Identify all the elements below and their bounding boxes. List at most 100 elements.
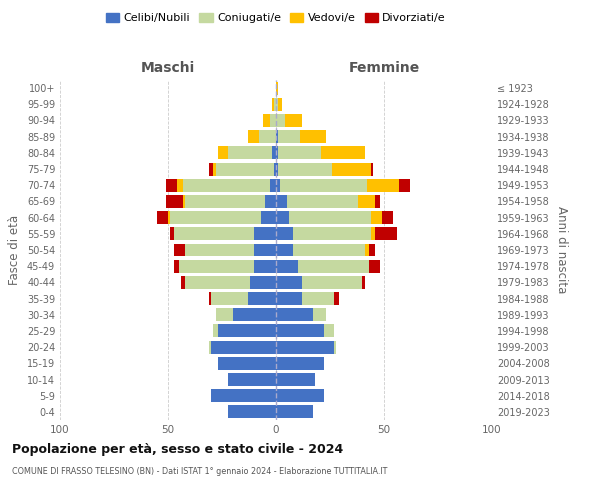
Bar: [323, 324, 334, 338]
Text: COMUNE DI FRASSO TELESINO (BN) - Dati ISTAT 1° gennaio 2024 - Elaborazione TUTTI: COMUNE DI FRASSO TELESINO (BN) - Dati IS…: [12, 468, 388, 476]
Text: Popolazione per età, sesso e stato civile - 2024: Popolazione per età, sesso e stato civil…: [12, 442, 343, 456]
Bar: [176, 179, 183, 192]
Bar: [276, 146, 278, 160]
Bar: [157, 211, 168, 224]
Bar: [276, 130, 278, 143]
Bar: [322, 146, 365, 160]
Bar: [250, 276, 276, 289]
Bar: [276, 324, 323, 338]
Bar: [276, 211, 289, 224]
Bar: [265, 195, 276, 208]
Bar: [302, 292, 334, 305]
Bar: [280, 179, 367, 192]
Bar: [168, 211, 170, 224]
Bar: [369, 244, 376, 256]
Bar: [298, 260, 369, 272]
Bar: [263, 114, 269, 127]
Bar: [215, 308, 233, 321]
Bar: [287, 195, 358, 208]
Bar: [284, 114, 302, 127]
Bar: [185, 195, 265, 208]
Bar: [371, 211, 382, 224]
Bar: [229, 406, 276, 418]
Bar: [302, 276, 362, 289]
Bar: [278, 130, 300, 143]
Bar: [254, 228, 276, 240]
Bar: [185, 276, 250, 289]
Bar: [365, 244, 369, 256]
Bar: [276, 406, 313, 418]
Bar: [218, 357, 276, 370]
Text: Femmine: Femmine: [349, 61, 419, 75]
Bar: [276, 162, 278, 175]
Bar: [254, 260, 276, 272]
Bar: [166, 195, 183, 208]
Bar: [358, 195, 376, 208]
Bar: [259, 130, 276, 143]
Bar: [170, 211, 261, 224]
Bar: [211, 292, 248, 305]
Bar: [276, 357, 323, 370]
Bar: [276, 308, 313, 321]
Bar: [278, 98, 283, 111]
Bar: [276, 260, 298, 272]
Bar: [218, 324, 276, 338]
Bar: [166, 179, 176, 192]
Bar: [276, 276, 302, 289]
Bar: [276, 340, 334, 353]
Bar: [332, 162, 371, 175]
Bar: [248, 130, 259, 143]
Bar: [382, 211, 392, 224]
Bar: [276, 114, 284, 127]
Bar: [376, 195, 380, 208]
Bar: [214, 162, 215, 175]
Bar: [183, 179, 269, 192]
Bar: [274, 98, 276, 111]
Bar: [371, 162, 373, 175]
Bar: [300, 130, 326, 143]
Bar: [229, 373, 276, 386]
Bar: [276, 373, 315, 386]
Bar: [269, 179, 276, 192]
Bar: [334, 292, 338, 305]
Bar: [293, 244, 365, 256]
Y-axis label: Anni di nascita: Anni di nascita: [555, 206, 568, 294]
Bar: [276, 179, 280, 192]
Bar: [399, 179, 410, 192]
Bar: [272, 98, 274, 111]
Bar: [289, 211, 371, 224]
Bar: [274, 162, 276, 175]
Bar: [218, 146, 229, 160]
Bar: [209, 340, 211, 353]
Bar: [293, 228, 371, 240]
Bar: [211, 340, 276, 353]
Bar: [233, 308, 276, 321]
Bar: [362, 276, 365, 289]
Bar: [371, 228, 376, 240]
Bar: [181, 276, 185, 289]
Bar: [313, 308, 326, 321]
Bar: [170, 228, 175, 240]
Bar: [248, 292, 276, 305]
Bar: [278, 146, 322, 160]
Bar: [276, 292, 302, 305]
Bar: [175, 244, 185, 256]
Bar: [276, 82, 278, 94]
Bar: [276, 389, 323, 402]
Bar: [175, 228, 254, 240]
Bar: [269, 114, 276, 127]
Bar: [183, 195, 185, 208]
Bar: [376, 228, 397, 240]
Bar: [175, 260, 179, 272]
Bar: [276, 228, 293, 240]
Bar: [209, 162, 214, 175]
Bar: [272, 146, 276, 160]
Bar: [261, 211, 276, 224]
Bar: [276, 244, 293, 256]
Bar: [254, 244, 276, 256]
Bar: [229, 146, 272, 160]
Bar: [185, 244, 254, 256]
Bar: [179, 260, 254, 272]
Legend: Celibi/Nubili, Coniugati/e, Vedovi/e, Divorziati/e: Celibi/Nubili, Coniugati/e, Vedovi/e, Di…: [104, 10, 448, 26]
Bar: [276, 98, 278, 111]
